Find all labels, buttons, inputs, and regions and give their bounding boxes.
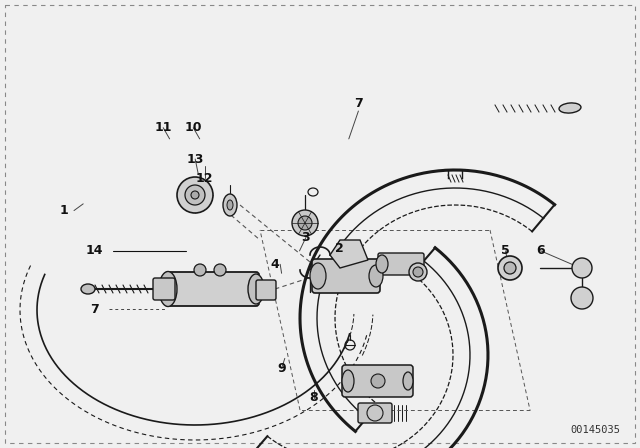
Circle shape (572, 258, 592, 278)
FancyBboxPatch shape (153, 278, 175, 300)
Circle shape (413, 267, 423, 277)
FancyBboxPatch shape (165, 272, 259, 306)
Circle shape (177, 177, 213, 213)
Circle shape (371, 374, 385, 388)
Ellipse shape (559, 103, 581, 113)
Text: 14: 14 (86, 244, 104, 258)
Circle shape (191, 191, 199, 199)
Text: 7: 7 (90, 302, 99, 316)
FancyBboxPatch shape (342, 365, 413, 397)
FancyBboxPatch shape (358, 403, 392, 423)
Ellipse shape (159, 271, 177, 306)
Ellipse shape (369, 265, 383, 287)
FancyBboxPatch shape (378, 253, 424, 275)
Ellipse shape (248, 274, 264, 304)
FancyBboxPatch shape (256, 280, 276, 300)
Text: 9: 9 (277, 362, 286, 375)
Circle shape (409, 263, 427, 281)
Ellipse shape (223, 194, 237, 216)
Circle shape (214, 264, 226, 276)
Text: 3: 3 (301, 231, 310, 244)
Circle shape (571, 287, 593, 309)
Text: 12: 12 (196, 172, 214, 185)
Circle shape (504, 262, 516, 274)
Circle shape (292, 210, 318, 236)
FancyBboxPatch shape (312, 259, 380, 293)
Circle shape (298, 216, 312, 230)
Text: 6: 6 (536, 244, 545, 258)
Ellipse shape (81, 284, 95, 294)
Text: 2: 2 (335, 242, 344, 255)
Text: 4: 4 (271, 258, 280, 271)
Circle shape (498, 256, 522, 280)
Text: 11: 11 (154, 121, 172, 134)
Text: 00145035: 00145035 (570, 425, 620, 435)
Text: 5: 5 (501, 244, 510, 258)
Text: 8: 8 (309, 391, 318, 405)
Ellipse shape (376, 255, 388, 273)
Text: 10: 10 (184, 121, 202, 134)
Circle shape (185, 185, 205, 205)
Circle shape (194, 264, 206, 276)
Text: 13: 13 (186, 152, 204, 166)
Text: 1: 1 (60, 204, 68, 217)
Ellipse shape (342, 370, 354, 392)
Polygon shape (330, 240, 368, 268)
Ellipse shape (310, 263, 326, 289)
Ellipse shape (403, 372, 413, 390)
Text: 7: 7 (354, 96, 363, 110)
Ellipse shape (227, 200, 233, 210)
